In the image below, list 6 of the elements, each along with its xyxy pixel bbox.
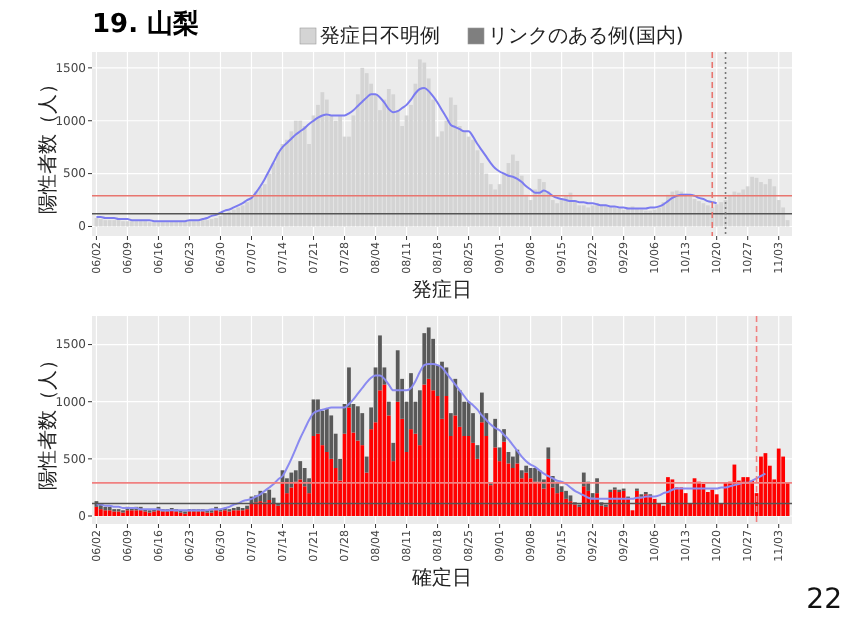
chart-title: 19. 山梨 — [92, 8, 200, 40]
x-axis-title: 確定日 — [410, 566, 472, 590]
legend-label: 発症日不明例 — [320, 24, 440, 48]
x-axis-title: 発症日 — [412, 278, 472, 302]
text: 22 — [806, 584, 842, 616]
legend-label: リンクのある例(国内) — [488, 24, 684, 48]
